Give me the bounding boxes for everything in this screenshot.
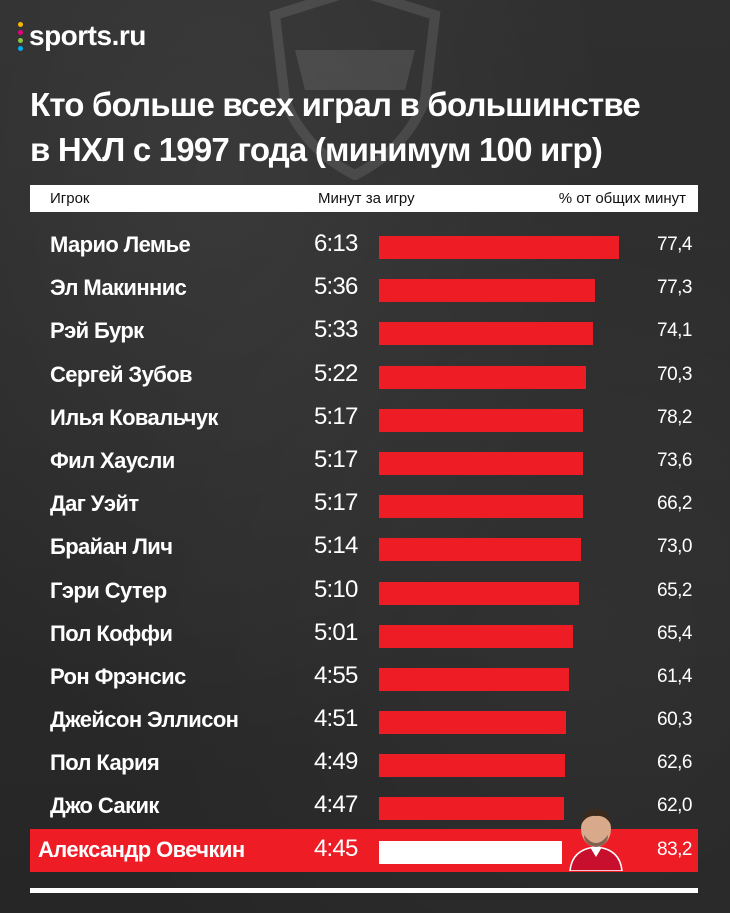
table-row: Джо Сакик 4:47 62,0 [30,785,698,828]
table-row: Гэри Сутер 5:10 65,2 [30,570,698,613]
title-line: в НХЛ с 1997 года (минимум 100 игр) [30,131,603,168]
player-photo-icon [569,808,623,871]
minutes-per-game-label: 6:13 [314,230,358,257]
table-row: Рэй Бурк 5:33 74,1 [30,310,698,353]
minutes-per-game-label: 5:10 [314,575,358,603]
minutes-per-game-label: 5:33 [314,316,358,344]
minutes-per-game-label: 5:17 [314,445,358,473]
table-row: Брайан Лич 5:14 73,0 [30,526,698,569]
player-name: Гэри Сутер [50,577,167,603]
brand-name: sports.ru [29,20,146,51]
player-name: Рон Фрэнсис [50,663,186,689]
minutes-per-game-label: 4:47 [314,791,358,819]
brand-dot [18,21,23,27]
minutes-bar [379,538,581,562]
table-row: Илья Ковальчук 5:17 78,2 [30,397,698,440]
percent-label: 78,2 [657,406,692,428]
minutes-per-game-label: 5:14 [314,532,358,560]
percent-label: 61,4 [657,665,692,687]
percent-label: 83,2 [657,838,692,860]
minutes-per-game-label: 5:17 [314,489,358,517]
percent-label: 77,4 [657,234,692,255]
table-row: Рон Фрэнсис 4:55 61,4 [30,656,698,699]
brand-dot [18,37,23,43]
table-row-highlighted: Александр Овечкин 4:45 83,2 [30,808,698,872]
player-name: Джо Сакик [50,793,159,819]
minutes-per-game-label: 4:55 [314,661,358,689]
brand-dots-icon [18,21,23,51]
title-line: Кто больше всех играл в большинстве [30,86,641,123]
player-name: Александр Овечкин [38,836,245,862]
percent-label: 73,6 [657,449,692,471]
minutes-per-game-label: 4:51 [314,705,358,733]
minutes-per-game-label: 4:45 [314,834,358,862]
percent-label: 77,3 [657,277,692,299]
brand-dot [18,45,23,51]
column-header-percent: % от общих минут [558,190,686,207]
minutes-bar [379,797,564,821]
player-name: Илья Ковальчук [50,404,218,430]
minutes-bar [379,365,587,389]
percent-label: 66,2 [657,493,692,515]
brand-dot [18,29,23,35]
minutes-bar [379,495,583,519]
chart-rows: Марио Лемье 6:13 77,4 Эл Макиннис 5:36 77,3 Рэ… [30,224,698,872]
player-name: Эл Макиннис [50,275,187,301]
minutes-bar [379,236,619,259]
percent-label: 73,0 [657,536,692,558]
minutes-per-game-label: 5:36 [314,273,358,301]
table-header: Игрок Минут за игру % от общих минут [30,185,698,212]
table-row: Даг Уэйт 5:17 66,2 [30,483,698,526]
player-name: Фил Хаусли [50,447,175,473]
player-name: Джейсон Эллисон [50,707,239,733]
percent-label: 70,3 [657,363,692,385]
table-row: Пол Кария 4:49 62,6 [30,742,698,785]
nhl-shield-watermark-icon [269,0,441,180]
table-row: Фил Хаусли 5:17 73,6 [30,440,698,483]
minutes-per-game-label: 5:17 [314,402,358,430]
table-row: Сергей Зубов 5:22 70,3 [30,354,698,397]
player-name: Даг Уэйт [50,491,139,517]
percent-label: 62,6 [657,752,692,774]
minutes-bar [379,754,565,778]
minutes-bar [379,408,583,432]
minutes-per-game-label: 4:49 [314,748,358,776]
minutes-bar [379,322,594,346]
percent-label: 74,1 [657,320,692,342]
player-name: Брайан Лич [50,534,173,560]
percent-label: 60,3 [657,709,692,731]
minutes-per-game-label: 5:22 [314,359,358,387]
table-row: Эл Макиннис 5:36 77,3 [30,267,698,310]
chart-title: Кто больше всех играл в большинстве в НХ… [30,82,720,172]
player-name: Пол Кария [50,750,160,776]
minutes-bar [379,624,573,648]
percent-label: 65,2 [657,579,692,601]
brand-logo: sports.ru [18,20,146,52]
bottom-divider [30,888,698,893]
player-name: Рэй Бурк [50,318,144,344]
column-header-minutes: Минут за игру [318,190,415,207]
minutes-bar [379,451,583,475]
player-name: Сергей Зубов [50,361,193,387]
minutes-bar [379,667,569,691]
player-name: Марио Лемье [50,232,191,257]
minutes-bar [379,711,567,735]
percent-label: 62,0 [657,795,692,817]
minutes-per-game-label: 5:01 [314,618,358,646]
player-name: Пол Коффи [50,620,173,646]
column-header-player: Игрок [50,190,90,207]
minutes-bar [379,840,563,864]
percent-label: 65,4 [657,622,692,644]
table-row: Джейсон Эллисон 4:51 60,3 [30,699,698,742]
table-row: Марио Лемье 6:13 77,4 [30,224,698,267]
table-row: Пол Коффи 5:01 65,4 [30,613,698,656]
minutes-bar [379,279,596,303]
minutes-bar [379,581,579,605]
